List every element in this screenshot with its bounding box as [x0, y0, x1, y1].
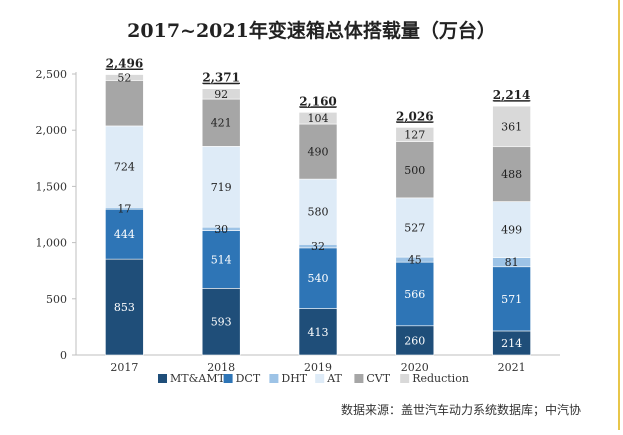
bar-segment — [105, 258, 144, 356]
data-label: 593 — [211, 316, 232, 329]
data-label: 214 — [501, 337, 522, 350]
data-label: 580 — [308, 206, 329, 219]
bar-segment — [105, 208, 144, 260]
legend-label: CVT — [366, 372, 390, 385]
data-label: 32 — [311, 240, 325, 253]
x-tick-label: 2017 — [110, 361, 138, 374]
data-label: 45 — [408, 254, 422, 267]
data-label: 514 — [211, 253, 232, 266]
y-tick-label: 1,500 — [36, 180, 68, 193]
x-tick-label: 2020 — [401, 361, 429, 374]
bar-segment — [492, 105, 531, 148]
data-label: 17 — [117, 202, 131, 215]
data-label: 413 — [308, 326, 329, 339]
bar-segment — [492, 146, 531, 202]
y-tick-label: 0 — [60, 349, 67, 362]
data-label: 719 — [211, 181, 232, 194]
legend-label: DHT — [281, 372, 307, 385]
bar-segment — [395, 141, 435, 199]
data-label: 81 — [505, 256, 519, 269]
bar-segment — [201, 230, 241, 289]
bar-segment — [395, 197, 435, 258]
data-label: 127 — [404, 129, 425, 142]
data-label: 30 — [214, 223, 228, 236]
bar-segment — [298, 178, 338, 245]
legend-label: DCT — [236, 372, 261, 385]
data-label: 490 — [308, 146, 329, 159]
bar-segment — [492, 330, 531, 356]
data-label: 724 — [114, 161, 135, 174]
bar-segment — [105, 125, 144, 208]
legend-swatch — [158, 374, 167, 383]
legend-label: AT — [326, 372, 342, 385]
data-label: 853 — [114, 301, 135, 314]
legend-swatch — [400, 374, 410, 383]
x-tick-label: 2018 — [207, 361, 235, 374]
legend-swatch — [354, 374, 364, 383]
data-label: 52 — [117, 71, 131, 84]
legend-swatch — [223, 374, 233, 383]
data-label: 361 — [501, 120, 522, 133]
data-label: 527 — [404, 221, 425, 234]
bar-segment — [298, 308, 338, 356]
bar-segment — [201, 98, 241, 147]
total-label: 2,371 — [202, 71, 240, 85]
bar-segment — [395, 261, 435, 327]
bar-segment — [395, 127, 435, 142]
y-tick-label: 2,500 — [36, 68, 68, 81]
total-label: 2,160 — [299, 94, 337, 108]
data-label: 500 — [404, 164, 425, 177]
data-label: 499 — [501, 224, 522, 237]
legend-swatch — [269, 374, 279, 383]
data-label: 260 — [404, 334, 425, 347]
data-label: 92 — [214, 88, 228, 101]
bar-segment — [201, 146, 241, 228]
total-label: 2,214 — [493, 88, 531, 102]
bar-segment — [201, 288, 241, 356]
data-label: 571 — [501, 293, 522, 306]
y-tick-label: 1,000 — [36, 237, 68, 250]
data-label: 104 — [308, 112, 329, 125]
source-note: 数据来源：盖世汽车动力系统数据库；中汽协 — [340, 403, 581, 417]
total-label: 2,026 — [396, 109, 434, 123]
bar-segment — [298, 112, 338, 125]
total-label: 2,496 — [106, 57, 144, 71]
x-tick-label: 2019 — [304, 361, 332, 374]
bar-segment — [201, 88, 241, 100]
data-label: 488 — [501, 168, 522, 181]
chart-title: 2017~2021年变速箱总体搭载量（万台） — [127, 20, 496, 42]
y-tick-label: 2,000 — [36, 124, 68, 137]
bar-segment — [105, 74, 144, 81]
legend-label: MT&AMT — [170, 372, 226, 385]
legend-label: Reduction — [412, 372, 469, 385]
data-label: 566 — [404, 288, 425, 301]
bar-segment — [298, 123, 338, 180]
data-label: 444 — [114, 228, 135, 241]
bar-segment — [492, 266, 531, 332]
x-tick-label: 2021 — [498, 361, 526, 374]
bar-segment — [105, 80, 144, 127]
bar-segment — [395, 325, 435, 356]
y-tick-label: 500 — [46, 293, 67, 306]
data-label: 421 — [211, 117, 232, 130]
legend-swatch — [315, 374, 325, 383]
data-label: 540 — [308, 272, 329, 285]
